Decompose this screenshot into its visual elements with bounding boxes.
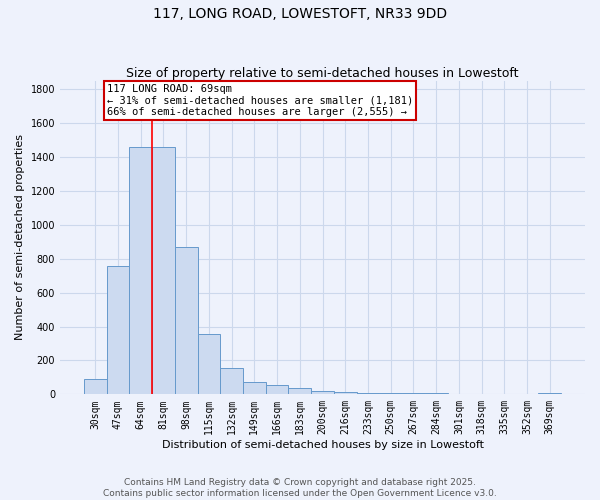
Bar — [266, 385, 289, 394]
Bar — [220, 368, 243, 394]
Text: Contains HM Land Registry data © Crown copyright and database right 2025.
Contai: Contains HM Land Registry data © Crown c… — [103, 478, 497, 498]
Bar — [311, 391, 334, 394]
Bar — [356, 392, 379, 394]
X-axis label: Distribution of semi-detached houses by size in Lowestoft: Distribution of semi-detached houses by … — [161, 440, 484, 450]
Text: 117 LONG ROAD: 69sqm
← 31% of semi-detached houses are smaller (1,181)
66% of se: 117 LONG ROAD: 69sqm ← 31% of semi-detac… — [107, 84, 413, 117]
Title: Size of property relative to semi-detached houses in Lowestoft: Size of property relative to semi-detach… — [126, 66, 519, 80]
Bar — [334, 392, 356, 394]
Y-axis label: Number of semi-detached properties: Number of semi-detached properties — [15, 134, 25, 340]
Bar — [84, 379, 107, 394]
Bar — [152, 147, 175, 394]
Text: 117, LONG ROAD, LOWESTOFT, NR33 9DD: 117, LONG ROAD, LOWESTOFT, NR33 9DD — [153, 8, 447, 22]
Bar — [243, 382, 266, 394]
Bar — [538, 392, 561, 394]
Bar — [197, 334, 220, 394]
Bar — [175, 247, 197, 394]
Bar — [289, 388, 311, 394]
Bar — [130, 147, 152, 394]
Bar — [107, 266, 130, 394]
